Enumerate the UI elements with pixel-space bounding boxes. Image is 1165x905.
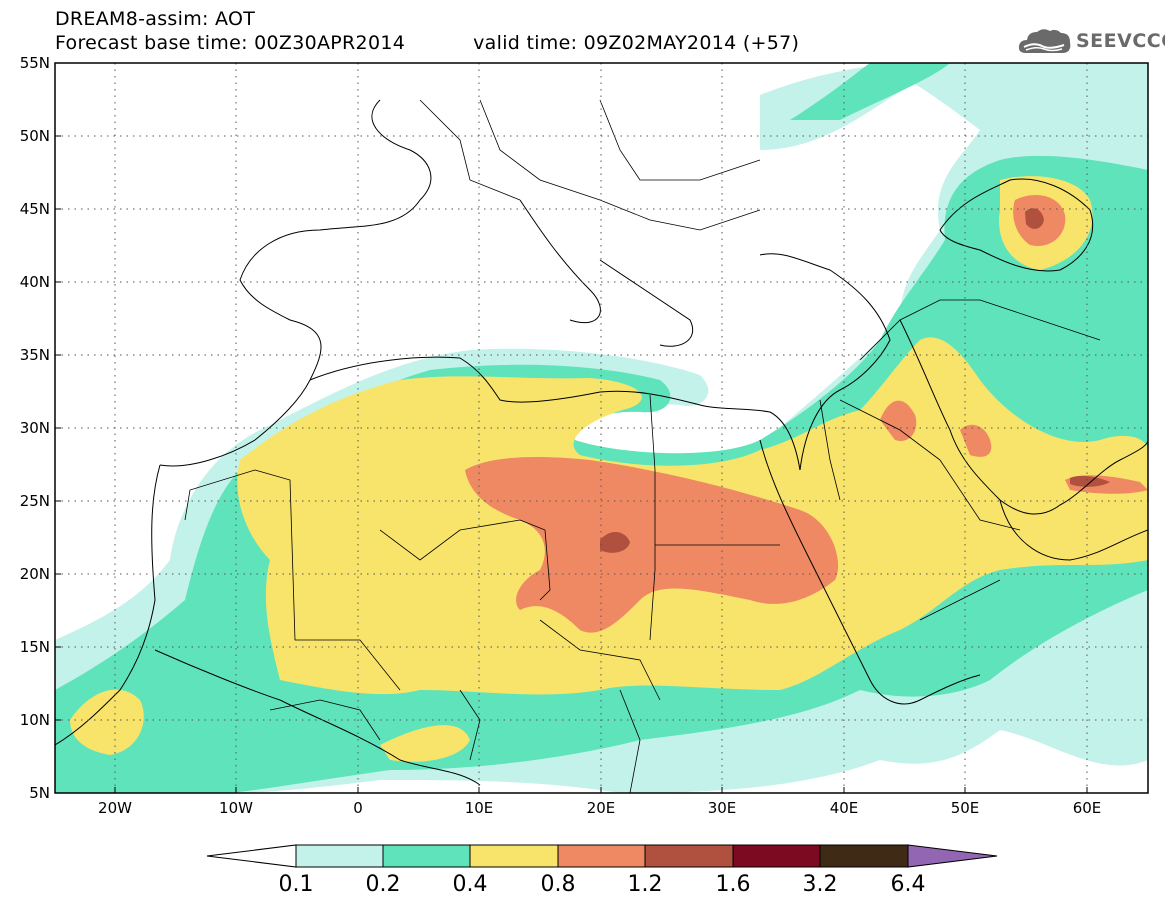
lon-label-20e: 20E [586, 799, 616, 817]
colorbar-label-6.4: 6.4 [890, 872, 926, 897]
graticule [55, 63, 1148, 793]
colorbar-swatch-0.8 [557, 844, 646, 868]
colorbar-upper-arrow [907, 844, 998, 868]
lat-label-10n: 10N [19, 711, 50, 729]
logo-text: SEEVCCC [1076, 30, 1165, 52]
lon-label-30e: 30E [707, 799, 737, 817]
colorbar-label-0.1: 0.1 [278, 872, 314, 897]
lon-label-60e: 60E [1072, 799, 1102, 817]
country-borders [184, 99, 1101, 793]
axis-ticks [55, 135, 1088, 793]
colorbar-label-1.2: 1.2 [627, 872, 663, 897]
colorbar-swatch-1.6 [732, 844, 821, 868]
lat-label-50n: 50N [19, 127, 50, 145]
colorbar-swatch-1.2 [644, 844, 734, 868]
lon-label-10e: 10E [464, 799, 494, 817]
aot-fields [55, 63, 1148, 793]
colorbar-label-0.4: 0.4 [452, 872, 488, 897]
colorbar-label-0.8: 0.8 [540, 872, 576, 897]
lon-label-10w: 10W [219, 799, 253, 817]
coastlines [55, 99, 1148, 786]
lon-label-40e: 40E [829, 799, 859, 817]
colorbar-label-1.6: 1.6 [715, 872, 751, 897]
colorbar-swatch-3.2 [819, 844, 909, 868]
colorbar-swatch-0.1 [295, 844, 384, 868]
base-time: Forecast base time: 00Z30APR2014 [55, 32, 406, 54]
colorbar-swatch-0.2 [382, 844, 471, 868]
colorbar-label-3.2: 3.2 [802, 872, 838, 897]
lat-label-5n: 5N [29, 784, 50, 802]
lon-label-0: 0 [353, 799, 363, 817]
lat-label-55n: 55N [19, 54, 50, 72]
lat-label-45n: 45N [19, 200, 50, 218]
colorbar-swatch-0.4 [469, 844, 559, 868]
lon-label-50e: 50E [950, 799, 980, 817]
lat-label-15n: 15N [19, 638, 50, 656]
colorbar-label-0.2: 0.2 [365, 872, 401, 897]
lat-label-20n: 20N [19, 565, 50, 583]
lat-label-35n: 35N [19, 346, 50, 364]
colorbar [206, 844, 998, 868]
seevccc-logo: SEEVCCC [1018, 26, 1165, 56]
cloud-icon [1018, 29, 1071, 53]
valid-time: valid time: 09Z02MAY2014 (+57) [473, 32, 800, 54]
forecast-times: Forecast base time: 00Z30APR2014 valid ti… [55, 32, 799, 54]
map-title: DREAM8-assim: AOT [55, 8, 256, 30]
colorbar-lower-arrow [206, 844, 297, 868]
lon-label-20w: 20W [98, 799, 132, 817]
lat-label-30n: 30N [19, 419, 50, 437]
lat-label-25n: 25N [19, 492, 50, 510]
lat-label-40n: 40N [19, 273, 50, 291]
